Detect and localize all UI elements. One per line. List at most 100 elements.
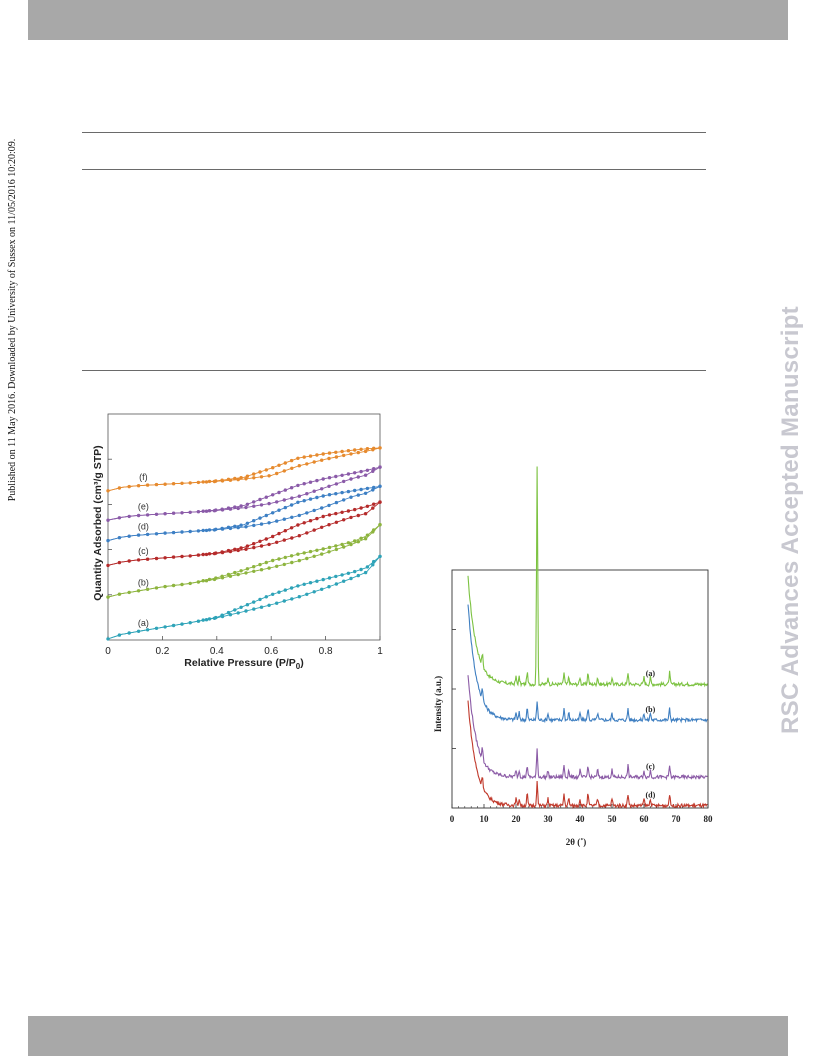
isotherm-data-point <box>264 513 268 518</box>
isotherm-data-point <box>363 491 368 495</box>
isotherm-desorption-line <box>107 466 381 521</box>
isotherm-series-label: (b) <box>138 577 149 587</box>
isotherm-data-point <box>308 519 313 523</box>
isotherm-data-point <box>259 544 264 548</box>
isotherm-data-point <box>252 519 256 523</box>
isotherm-data-point <box>259 503 264 507</box>
isotherm-data-point <box>359 487 363 492</box>
isotherm-data-point <box>267 501 271 506</box>
isotherm-data-point <box>327 476 332 480</box>
isotherm-data-point <box>201 552 205 557</box>
isotherm-data-point <box>297 494 301 498</box>
isotherm-y-axis-label: Quantity Adsorbed (cm³/g STP) <box>92 445 104 600</box>
isotherm-data-point <box>302 455 306 459</box>
isotherm-data-point <box>356 573 360 578</box>
isotherm-data-point <box>289 458 294 463</box>
xrd-x-tick-label: 0 <box>450 814 455 824</box>
isotherm-data-point <box>334 511 338 516</box>
isotherm-data-point <box>277 463 281 467</box>
isotherm-data-point <box>271 493 275 497</box>
isotherm-data-point <box>264 495 268 499</box>
isotherm-data-point <box>340 449 344 454</box>
isotherm-data-point <box>353 569 357 574</box>
isotherm-data-point <box>312 590 316 594</box>
isotherm-data-point <box>321 577 325 582</box>
isotherm-data-point <box>252 523 256 528</box>
isotherm-data-point <box>233 476 237 481</box>
isotherm-data-point <box>305 462 309 466</box>
isotherm-data-point <box>327 484 331 488</box>
isotherm-data-point <box>282 469 286 473</box>
isotherm-data-point <box>302 551 306 555</box>
isotherm-data-point <box>320 525 324 529</box>
isotherm-data-point <box>305 592 309 596</box>
isotherm-data-point <box>296 552 300 556</box>
table-top-rule <box>82 132 706 133</box>
isotherm-data-point <box>244 609 248 613</box>
isotherm-data-point <box>282 517 286 521</box>
isotherm-data-point <box>226 525 231 529</box>
isotherm-data-point <box>353 507 357 512</box>
isotherm-data-point <box>201 528 205 533</box>
isotherm-data-point <box>346 489 351 494</box>
isotherm-data-point <box>236 572 240 577</box>
isotherm-data-point <box>334 474 338 479</box>
isotherm-data-point <box>327 456 331 461</box>
isotherm-data-point <box>259 475 264 479</box>
isotherm-data-point <box>277 531 281 536</box>
xrd-chart: Intensity (a.u.) 2θ (˚) 0 10 20 30 40 50 60 70 8… <box>433 466 714 847</box>
isotherm-data-point <box>334 455 339 459</box>
isotherm-data-point <box>236 611 240 615</box>
isotherm-data-point <box>327 550 331 554</box>
isotherm-data-point <box>321 477 325 481</box>
isotherm-data-point <box>267 521 271 525</box>
isotherm-data-point <box>365 468 370 472</box>
isotherm-data-point <box>277 508 281 512</box>
isotherm-data-point <box>346 571 351 575</box>
xrd-x-tick-label: 40 <box>576 814 586 824</box>
isotherm-data-point <box>282 562 286 567</box>
isotherm-data-point <box>327 523 331 527</box>
xrd-x-tick-label: 10 <box>480 814 490 824</box>
isotherm-data-point <box>349 452 353 456</box>
isotherm-data-point <box>342 479 346 484</box>
isotherm-data-point <box>312 460 316 464</box>
isotherm-data-point <box>214 527 218 531</box>
isotherm-data-point <box>252 500 256 504</box>
isotherm-data-point <box>226 477 231 481</box>
isotherm-data-point <box>349 477 353 481</box>
isotherm-data-point <box>267 542 271 547</box>
isotherm-data-point <box>359 469 363 474</box>
isotherm-data-point <box>214 615 218 620</box>
isotherm-data-point <box>252 545 256 550</box>
isotherm-data-point <box>271 558 275 563</box>
isotherm-data-point <box>226 610 231 615</box>
xrd-y-axis-label: Intensity (a.u.) <box>433 676 443 732</box>
isotherm-data-point <box>233 524 237 528</box>
isotherm-data-point <box>312 554 316 558</box>
isotherm-data-point <box>378 484 382 488</box>
isotherm-data-point <box>320 506 324 510</box>
isotherm-data-point <box>244 525 248 529</box>
isotherm-data-point <box>320 552 324 556</box>
isotherm-data-point <box>201 579 205 583</box>
isotherm-data-point <box>334 547 339 552</box>
isotherm-data-point <box>258 497 262 502</box>
isotherm-series-b <box>106 523 382 599</box>
isotherm-data-point <box>289 554 294 558</box>
isotherm-data-point <box>290 536 294 540</box>
isotherm-data-point <box>271 466 275 470</box>
isotherm-plot-frame <box>107 413 381 641</box>
xrd-x-tick-label: 80 <box>704 814 714 824</box>
isotherm-data-point <box>312 508 316 513</box>
isotherm-data-point <box>290 496 294 500</box>
isotherm-data-point <box>340 473 344 477</box>
isotherm-data-point <box>346 541 351 545</box>
xrd-x-tick-label: 50 <box>608 814 618 824</box>
isotherm-data-point <box>315 478 319 483</box>
isotherm-data-point <box>302 499 306 503</box>
isotherm-x-label-main: Relative Pressure (P/P <box>184 657 295 669</box>
isotherm-data-point <box>365 565 370 569</box>
isotherm-data-point <box>378 554 382 559</box>
isotherm-data-point <box>334 450 338 454</box>
